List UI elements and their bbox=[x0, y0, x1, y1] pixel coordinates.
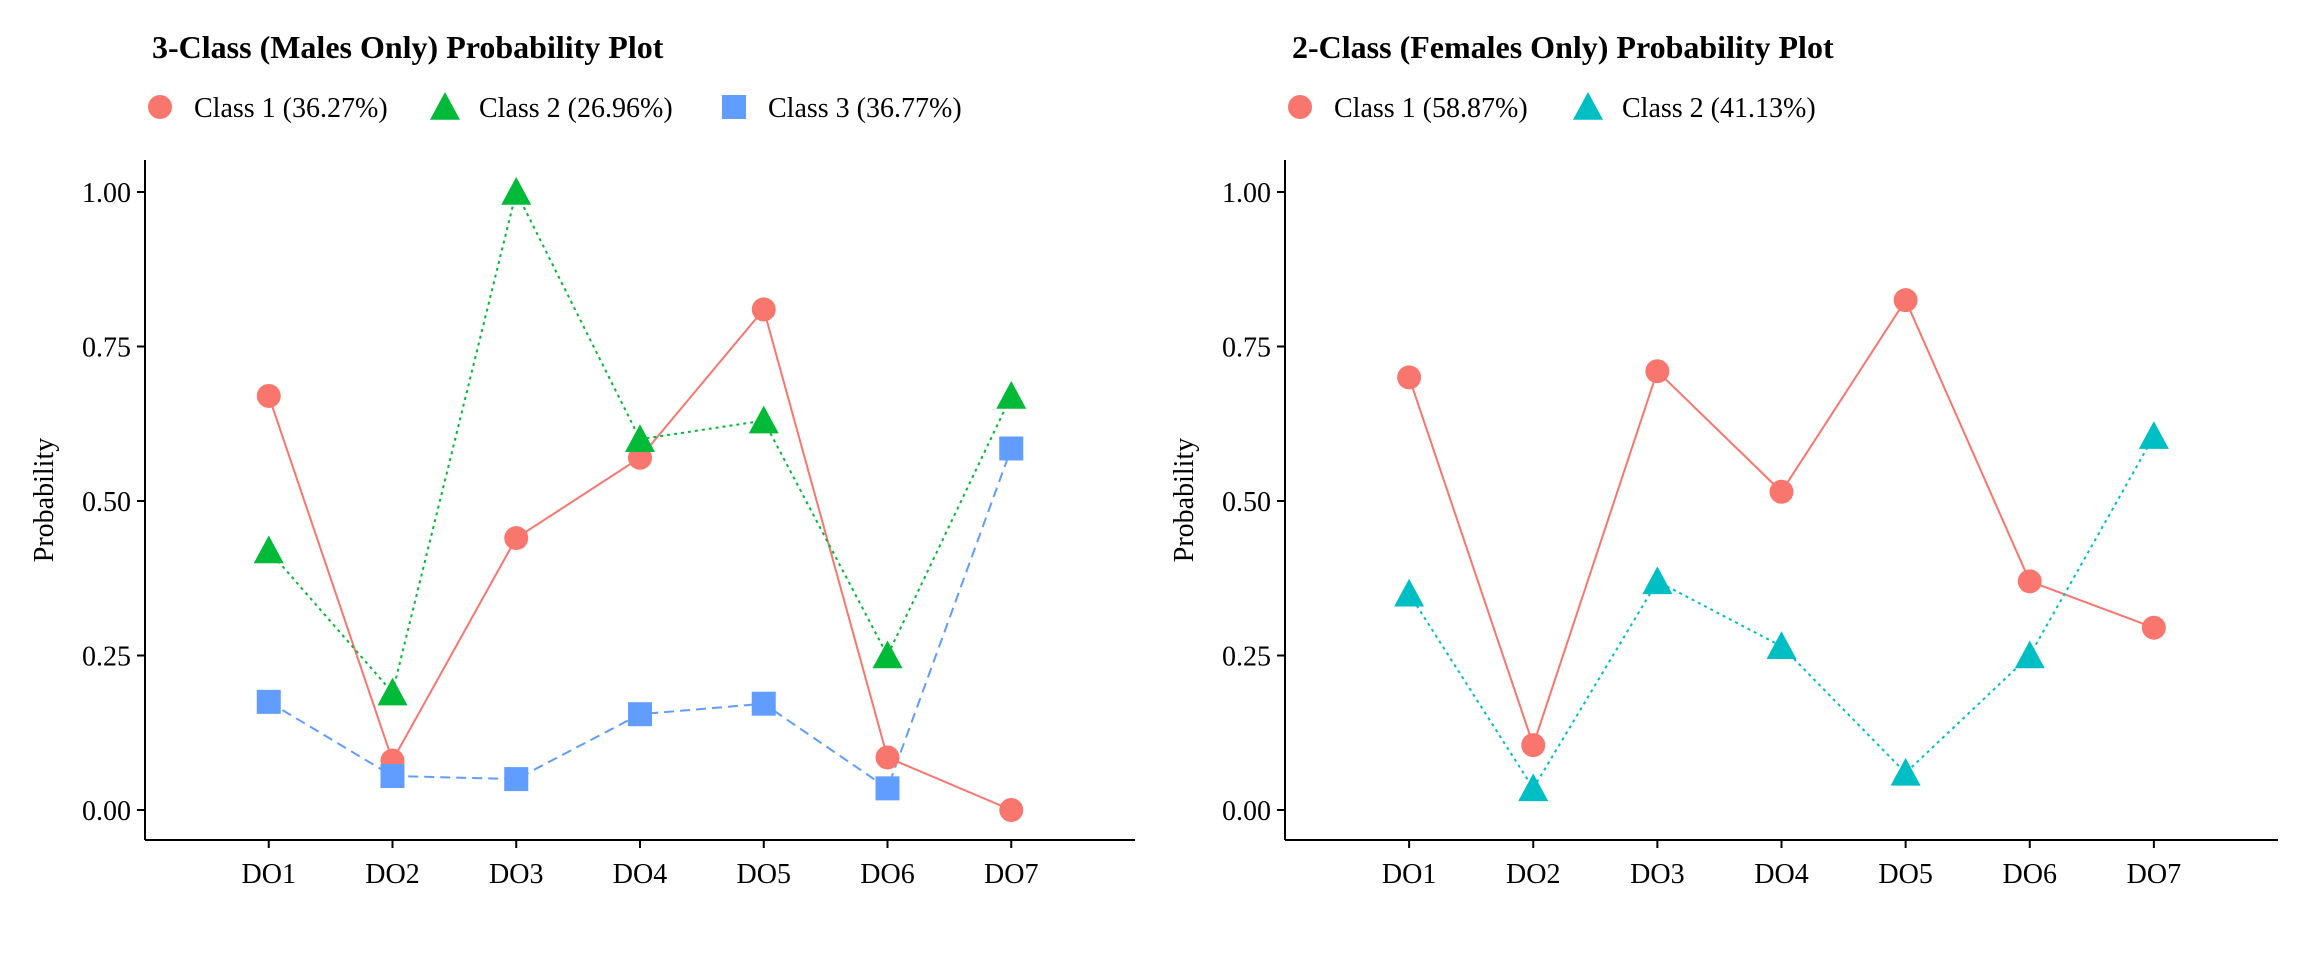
data-point-series-2 bbox=[501, 177, 532, 205]
data-point-series-2 bbox=[2014, 640, 2045, 669]
legend-marker-1 bbox=[1288, 95, 1312, 119]
series-line-1 bbox=[1408, 298, 2155, 749]
x-tick-label: DO5 bbox=[737, 859, 791, 890]
data-point-series-1 bbox=[1645, 359, 1670, 384]
data-point-series-2 bbox=[377, 677, 408, 706]
data-point-series-2 bbox=[872, 640, 903, 669]
data-point-series-2 bbox=[253, 535, 284, 564]
data-point-series-1 bbox=[2017, 569, 2042, 594]
y-tick-label: 1.00 bbox=[82, 178, 131, 209]
legend-label-2: Class 2 (26.96%) bbox=[479, 93, 673, 124]
y-axis-title: Probability bbox=[1169, 438, 1200, 562]
y-tick-label: 0.00 bbox=[82, 796, 131, 827]
data-point-series-1 bbox=[1397, 365, 1422, 390]
x-tick-label: DO2 bbox=[1506, 859, 1560, 890]
y-tick-label: 0.50 bbox=[1222, 487, 1271, 518]
y-tick-label: 0.75 bbox=[1222, 333, 1271, 364]
data-point-series-2 bbox=[996, 380, 1027, 409]
chart-title: 2-Class (Females Only) Probability Plot bbox=[1292, 29, 1834, 65]
y-tick-label: 0.75 bbox=[82, 333, 131, 364]
data-point-series-3 bbox=[875, 776, 900, 801]
data-point-series-2 bbox=[1394, 578, 1425, 607]
data-point-series-1 bbox=[504, 526, 529, 551]
x-tick-label: DO1 bbox=[242, 859, 296, 890]
y-axis-title: Probability bbox=[29, 438, 60, 562]
y-tick-label: 0.50 bbox=[82, 487, 131, 518]
data-point-series-2 bbox=[1518, 773, 1549, 802]
chart-panel-2: 2-Class (Females Only) Probability Plot C… bbox=[1169, 29, 2278, 890]
data-point-series-2 bbox=[748, 405, 779, 434]
chart-panel-1: 3-Class (Males Only) Probability Plot Cla… bbox=[29, 29, 1135, 890]
data-point-series-3 bbox=[628, 702, 652, 727]
x-tick-label: DO2 bbox=[365, 859, 419, 890]
data-point-series-1 bbox=[2141, 615, 2166, 640]
series-line-1 bbox=[267, 307, 1012, 811]
data-point-series-1 bbox=[875, 745, 900, 770]
series-line-3 bbox=[268, 448, 1013, 790]
chart-title: 3-Class (Males Only) Probability Plot bbox=[152, 29, 664, 65]
data-point-series-1 bbox=[1769, 479, 1794, 504]
x-tick-label: DO4 bbox=[613, 859, 667, 890]
x-tick-label: DO7 bbox=[2127, 859, 2181, 890]
data-point-series-2 bbox=[625, 424, 655, 452]
legend-label-1: Class 1 (58.87%) bbox=[1334, 93, 1528, 124]
x-tick-label: DO6 bbox=[860, 859, 914, 890]
x-tick-label: DO3 bbox=[489, 859, 543, 890]
data-point-series-3 bbox=[256, 689, 281, 714]
x-tick-label: DO7 bbox=[984, 859, 1038, 890]
data-point-series-1 bbox=[1893, 288, 1918, 313]
data-point-series-2 bbox=[1642, 566, 1673, 595]
legend-marker-3 bbox=[722, 95, 746, 119]
data-point-series-1 bbox=[999, 798, 1024, 822]
data-point-series-2 bbox=[1890, 757, 1921, 786]
x-tick-label: DO1 bbox=[1382, 859, 1436, 890]
data-point-series-2 bbox=[1766, 631, 1797, 659]
data-point-series-3 bbox=[380, 764, 405, 789]
x-tick-label: DO6 bbox=[2003, 859, 2057, 890]
legend-label-3: Class 3 (36.77%) bbox=[768, 93, 962, 124]
data-point-series-3 bbox=[504, 767, 529, 792]
y-tick-label: 1.00 bbox=[1222, 178, 1271, 209]
legend-marker-1 bbox=[148, 95, 172, 119]
data-point-series-1 bbox=[751, 297, 776, 322]
y-tick-label: 0.25 bbox=[82, 642, 131, 673]
x-tick-label: DO4 bbox=[1754, 859, 1808, 890]
data-point-series-1 bbox=[256, 383, 281, 408]
legend-label-1: Class 1 (36.27%) bbox=[194, 93, 388, 124]
data-point-series-1 bbox=[1521, 733, 1546, 758]
data-point-series-3 bbox=[751, 691, 776, 716]
legend-marker-2 bbox=[430, 92, 460, 120]
legend-marker-2 bbox=[1573, 92, 1603, 120]
legend-label-2: Class 2 (41.13%) bbox=[1622, 93, 1816, 124]
data-point-series-3 bbox=[999, 436, 1024, 461]
x-tick-label: DO5 bbox=[1878, 859, 1932, 890]
data-point-series-2 bbox=[2138, 421, 2169, 449]
y-tick-label: 0.25 bbox=[1222, 642, 1271, 673]
y-tick-label: 0.00 bbox=[1222, 796, 1271, 827]
x-tick-label: DO3 bbox=[1630, 859, 1684, 890]
